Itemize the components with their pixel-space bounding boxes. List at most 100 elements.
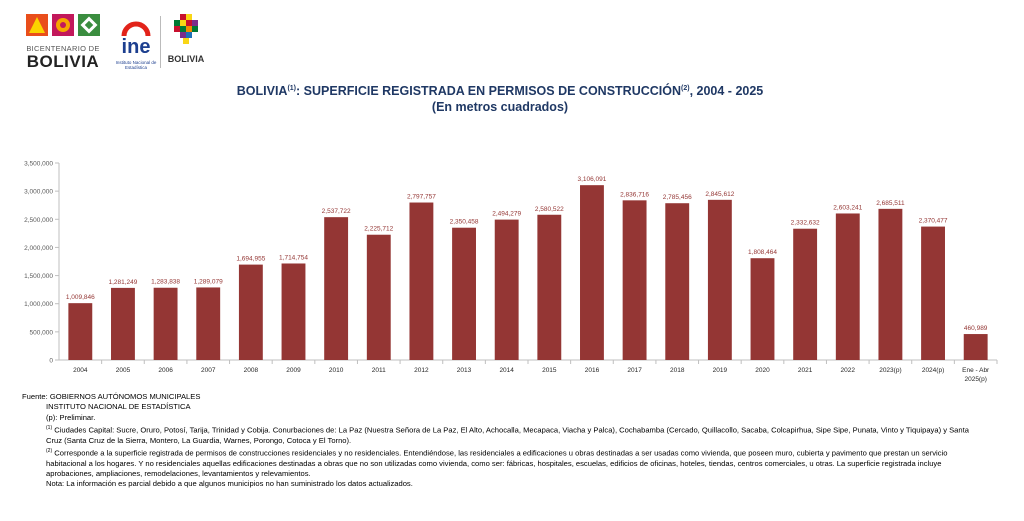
x-tick-label: 2005 — [116, 367, 131, 374]
bicentenario-logo-small-text: BICENTENARIO DE — [26, 44, 100, 53]
x-tick-label: Ene - Abr — [962, 367, 990, 374]
x-tick-label: 2007 — [201, 367, 216, 374]
data-label: 1,694,955 — [236, 256, 265, 263]
data-label: 2,785,456 — [663, 194, 692, 201]
data-label: 1,009,846 — [66, 294, 95, 301]
title-part-3: , 2004 - 2025 — [689, 84, 764, 98]
bicentenario-logo-big-text: BOLIVIA — [26, 52, 100, 71]
x-tick-label: 2017 — [627, 367, 642, 374]
source-line: Fuente: GOBIERNOS AUTÓNOMOS MUNICIPALES — [22, 392, 1002, 402]
x-tick-label: 2024(p) — [922, 367, 944, 374]
x-tick-label: 2011 — [372, 367, 386, 374]
bar — [452, 227, 476, 360]
y-tick-label: 500,000 — [30, 329, 54, 336]
footnote-1-text: Ciudades Capital: Sucre, Oruro, Potosí, … — [46, 425, 969, 445]
bar — [750, 258, 775, 360]
x-tick-label: 2022 — [841, 367, 856, 374]
footnote-2: (2) Corresponde a la superficie registra… — [22, 446, 976, 479]
x-tick-label: 2014 — [499, 367, 514, 374]
data-label: 1,808,464 — [748, 249, 777, 256]
bicentenario-emblem-icon — [26, 14, 100, 36]
bar — [153, 287, 178, 360]
footnotes: Fuente: GOBIERNOS AUTÓNOMOS MUNICIPALES … — [22, 392, 1002, 490]
bar — [281, 263, 306, 360]
source-1: GOBIERNOS AUTÓNOMOS MUNICIPALES — [49, 392, 201, 401]
data-label: 2,332,632 — [791, 220, 820, 227]
bar — [324, 217, 349, 360]
ine-logo: ine Instituto Nacional de Estadística — [114, 12, 158, 74]
data-label: 2,580,522 — [535, 206, 564, 213]
data-label: 3,106,091 — [577, 176, 606, 183]
footnote-1: (1) Ciudades Capital: Sucre, Oruro, Poto… — [22, 423, 976, 446]
chart-subtitle: (En metros cuadrados) — [431, 100, 569, 114]
bar — [835, 213, 860, 360]
data-label: 2,537,722 — [322, 208, 351, 215]
data-label: 460,989 — [964, 325, 988, 332]
x-tick-label: 2010 — [329, 367, 344, 374]
data-label: 2,494,279 — [492, 211, 521, 218]
bolivia-logo-text: BOLIVIA — [167, 54, 205, 64]
bicentenario-logo: BICENTENARIO DE BOLIVIA — [22, 14, 104, 72]
x-tick-label: 2004 — [73, 367, 88, 374]
bar — [793, 228, 818, 360]
data-label: 2,797,757 — [407, 194, 436, 201]
bolivia-emblem-icon — [174, 14, 198, 44]
x-tick-label: 2009 — [286, 367, 301, 374]
bar — [366, 234, 391, 360]
data-label: 2,225,712 — [364, 226, 393, 233]
bar — [111, 287, 135, 360]
ine-logo-text: ine — [121, 36, 151, 58]
data-label: 2,836,716 — [620, 191, 649, 198]
bolivia-state-logo: BOLIVIA — [162, 12, 210, 72]
bar — [665, 203, 690, 360]
bar — [580, 185, 604, 360]
title-part-2: : SUPERFICIE REGISTRADA EN PERMISOS DE C… — [296, 84, 682, 98]
bar — [238, 264, 263, 360]
x-tick-label: 2018 — [670, 367, 685, 374]
chart-title: BOLIVIA(1): SUPERFICIE REGISTRADA EN PER… — [0, 84, 1000, 98]
ine-logo-subtext: Instituto Nacional de Estadística — [115, 60, 157, 70]
preliminary-note: (p): Preliminar. — [46, 412, 96, 422]
source-2: INSTITUTO NACIONAL DE ESTADÍSTICA — [46, 402, 191, 412]
x-tick-label: 2006 — [158, 367, 173, 374]
bar — [921, 226, 945, 360]
footnote-1-mark: (1) — [46, 424, 53, 431]
footnote-3: Nota: La información es parcial debido a… — [46, 479, 413, 489]
bar — [68, 303, 93, 360]
data-label: 2,370,477 — [919, 218, 948, 225]
y-tick-label: 1,000,000 — [24, 301, 53, 308]
bar — [622, 200, 647, 360]
footnote-2-mark: (2) — [46, 448, 53, 455]
y-tick-label: 1,500,000 — [24, 273, 53, 280]
y-tick-label: 2,000,000 — [24, 245, 53, 252]
y-tick-label: 0 — [49, 358, 53, 365]
source-label: Fuente: — [22, 392, 48, 401]
x-tick-label: 2023(p) — [879, 367, 901, 374]
x-tick-label: 2012 — [414, 367, 429, 374]
x-tick-label: 2025(p) — [964, 376, 986, 383]
data-label: 1,714,754 — [279, 254, 308, 261]
data-label: 2,845,612 — [705, 191, 734, 198]
bar — [409, 202, 434, 360]
x-tick-label: 2019 — [713, 367, 728, 374]
bar — [707, 199, 732, 360]
y-tick-label: 2,500,000 — [24, 217, 53, 224]
bar — [196, 287, 221, 360]
data-label: 1,281,249 — [108, 279, 137, 286]
bar — [537, 214, 562, 360]
data-label: 1,289,079 — [194, 278, 223, 285]
data-label: 2,350,458 — [450, 219, 479, 226]
footnote-2-text: Corresponde a la superficie registrada d… — [46, 448, 948, 479]
y-tick-label: 3,000,000 — [24, 189, 53, 196]
bar — [494, 219, 519, 360]
ine-emblem-icon — [121, 21, 151, 37]
x-tick-label: 2008 — [244, 367, 259, 374]
x-tick-label: 2021 — [798, 367, 813, 374]
data-label: 1,283,838 — [151, 279, 180, 286]
title-superscript-1: (1) — [287, 84, 297, 92]
y-tick-label: 3,500,000 — [24, 161, 53, 168]
title-part-1: BOLIVIA — [236, 84, 288, 98]
title-superscript-2: (2) — [681, 84, 690, 92]
bolivia-logo-subtext — [162, 65, 210, 69]
bar — [963, 334, 988, 360]
